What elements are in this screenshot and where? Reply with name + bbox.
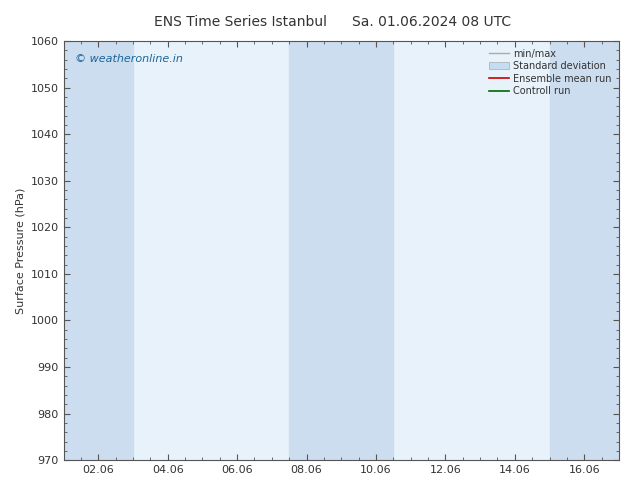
Y-axis label: Surface Pressure (hPa): Surface Pressure (hPa): [15, 187, 25, 314]
Text: © weatheronline.in: © weatheronline.in: [75, 53, 183, 64]
Bar: [289, 41, 393, 460]
Legend: min/max, Standard deviation, Ensemble mean run, Controll run: min/max, Standard deviation, Ensemble me…: [486, 46, 614, 99]
Bar: [550, 41, 619, 460]
Text: Sa. 01.06.2024 08 UTC: Sa. 01.06.2024 08 UTC: [352, 15, 510, 29]
Bar: [63, 41, 133, 460]
Text: ENS Time Series Istanbul: ENS Time Series Istanbul: [155, 15, 327, 29]
